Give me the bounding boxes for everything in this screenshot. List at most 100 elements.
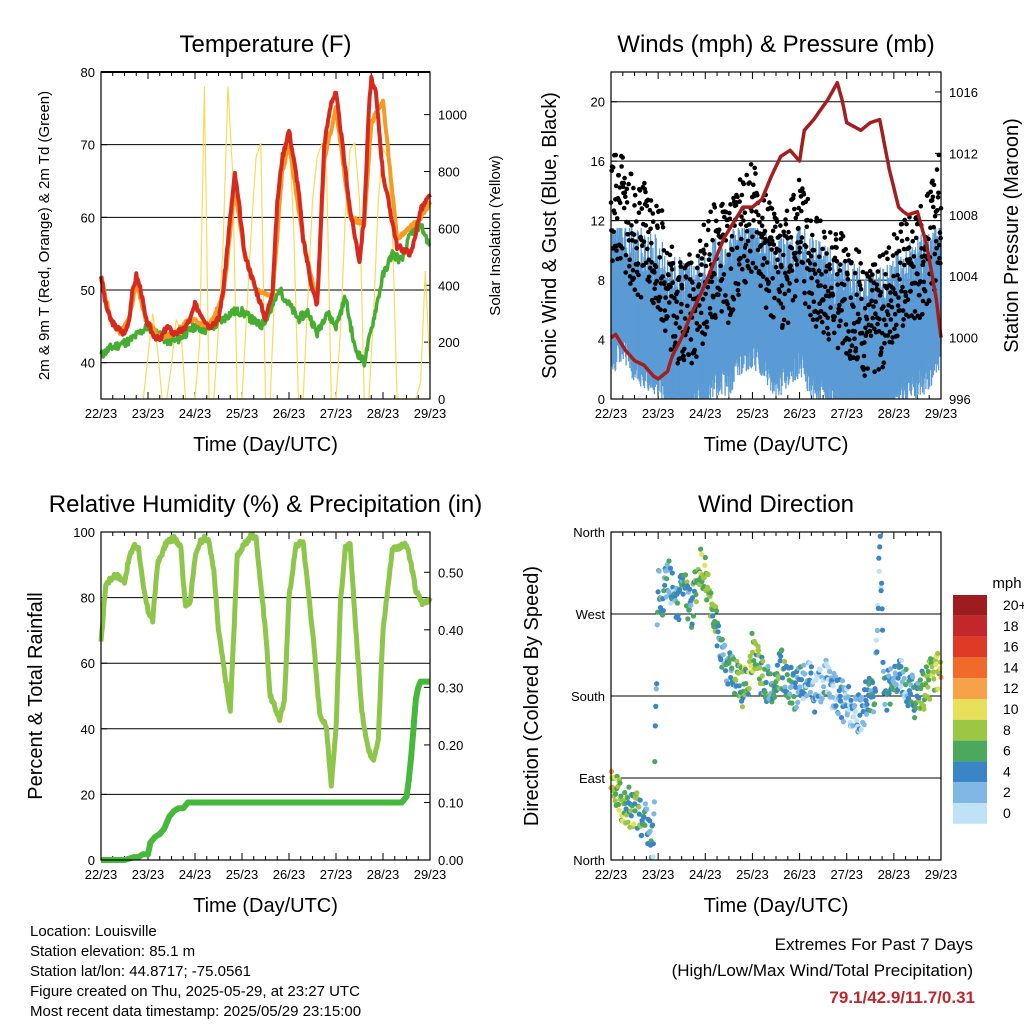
direction-point-581 bbox=[882, 701, 888, 707]
direction-point-212 bbox=[708, 590, 714, 596]
gust-point-82 bbox=[638, 294, 644, 300]
direction-point-94 bbox=[652, 723, 658, 729]
gust-point-460 bbox=[777, 289, 782, 295]
direction-point-592 bbox=[887, 701, 893, 707]
direction-point-10 bbox=[613, 791, 619, 797]
gust-point-646 bbox=[845, 277, 851, 282]
direction-point-556 bbox=[870, 694, 876, 700]
gust-point-362 bbox=[741, 181, 746, 187]
y2-tick-label-1-3: 1008 bbox=[949, 208, 978, 223]
x-tick-label-3-5: 27/23 bbox=[830, 867, 863, 882]
gust-point-511 bbox=[796, 225, 801, 231]
direction-point-114 bbox=[662, 582, 668, 588]
gust-point-141 bbox=[660, 274, 665, 279]
direction-point-567 bbox=[875, 605, 881, 612]
gust-point-571 bbox=[818, 218, 823, 224]
gust-point-692 bbox=[862, 373, 867, 378]
direction-point-437 bbox=[814, 673, 820, 680]
gust-point-62 bbox=[631, 275, 636, 281]
direction-point-424 bbox=[808, 670, 814, 676]
gust-point-556 bbox=[812, 262, 818, 267]
gust-point-762 bbox=[888, 290, 893, 295]
gust-point-38 bbox=[622, 190, 628, 195]
gust-point-537 bbox=[805, 196, 811, 202]
gust-point-333 bbox=[730, 307, 736, 313]
gust-point-361 bbox=[741, 218, 746, 223]
series-total-precipitation bbox=[98, 678, 433, 863]
gust-point-285 bbox=[713, 315, 718, 320]
direction-point-364 bbox=[780, 675, 786, 681]
direction-point-593 bbox=[888, 666, 894, 672]
gust-point-49 bbox=[626, 238, 632, 243]
gust-point-355 bbox=[738, 236, 744, 242]
direction-point-631 bbox=[905, 695, 912, 701]
x-tick-label-1-4: 26/23 bbox=[783, 406, 816, 421]
direction-point-203 bbox=[704, 597, 710, 603]
gust-point-598 bbox=[828, 230, 833, 235]
gust-point-728 bbox=[875, 269, 881, 274]
gust-point-718 bbox=[872, 326, 877, 332]
chart-title-0: Temperature (F) bbox=[179, 31, 351, 58]
direction-point-392 bbox=[793, 684, 799, 690]
gust-point-189 bbox=[678, 260, 683, 265]
gust-point-94 bbox=[643, 189, 648, 195]
gust-point-396 bbox=[753, 209, 759, 214]
gust-point-317 bbox=[724, 223, 730, 229]
y-axis-label-3: Direction (Colored By Speed) bbox=[521, 566, 543, 826]
gust-point-346 bbox=[735, 288, 741, 293]
direction-point-589 bbox=[886, 673, 892, 679]
gust-point-255 bbox=[702, 251, 707, 256]
gust-point-323 bbox=[727, 210, 732, 216]
y-tick-label-3-4: North bbox=[573, 525, 605, 540]
series-2m-temperature bbox=[99, 74, 432, 343]
gust-point-652 bbox=[847, 348, 853, 354]
gust-point-892 bbox=[935, 195, 941, 200]
gust-point-852 bbox=[921, 259, 926, 265]
gust-point-135 bbox=[658, 307, 663, 313]
y2-axis-label-0: Solar Insolation (Yellow) bbox=[487, 155, 504, 315]
gust-point-161 bbox=[667, 252, 673, 258]
gust-point-650 bbox=[847, 337, 852, 342]
direction-point-265 bbox=[733, 677, 739, 683]
direction-point-127 bbox=[668, 600, 674, 606]
direction-point-542 bbox=[863, 711, 870, 717]
gust-point-517 bbox=[798, 239, 803, 245]
legend-label-3: 14 bbox=[1003, 659, 1019, 675]
x-axis-label-0: Time (Day/UTC) bbox=[193, 434, 338, 456]
gust-point-893 bbox=[936, 190, 941, 196]
gust-point-70 bbox=[634, 245, 639, 251]
gust-point-148 bbox=[663, 328, 668, 334]
direction-point-635 bbox=[907, 691, 914, 697]
gust-point-186 bbox=[676, 275, 682, 280]
direction-point-409 bbox=[801, 662, 807, 668]
gust-point-78 bbox=[637, 200, 642, 206]
gust-point-220 bbox=[689, 360, 694, 366]
direction-point-465 bbox=[827, 694, 833, 700]
direction-point-646 bbox=[912, 705, 919, 711]
gust-point-118 bbox=[652, 270, 657, 275]
gust-point-169 bbox=[670, 260, 676, 266]
gust-point-639 bbox=[843, 258, 848, 264]
gust-point-804 bbox=[903, 293, 909, 299]
x-tick-label-1-6: 28/23 bbox=[878, 406, 911, 421]
gust-point-21 bbox=[616, 172, 621, 178]
gust-point-751 bbox=[884, 250, 889, 255]
direction-point-662 bbox=[920, 671, 926, 677]
direction-point-180 bbox=[693, 591, 699, 598]
direction-point-166 bbox=[686, 607, 692, 613]
gust-point-596 bbox=[827, 262, 832, 267]
gust-point-528 bbox=[802, 290, 807, 296]
legend-label-4: 12 bbox=[1003, 680, 1019, 696]
gust-point-399 bbox=[755, 192, 760, 198]
latlon-label: Station lat/lon: 44.8717; -75.0561 bbox=[30, 963, 252, 980]
direction-point-295 bbox=[747, 653, 753, 659]
gust-point-200 bbox=[682, 346, 687, 352]
gust-point-426 bbox=[764, 260, 770, 265]
x-tick-label-2-7: 29/23 bbox=[414, 867, 447, 882]
gust-point-851 bbox=[920, 298, 926, 304]
gust-point-272 bbox=[708, 209, 713, 215]
gust-point-66 bbox=[632, 192, 638, 198]
gust-point-498 bbox=[791, 192, 796, 198]
gust-point-237 bbox=[695, 253, 701, 259]
x-tick-label-0-3: 25/23 bbox=[226, 406, 259, 421]
